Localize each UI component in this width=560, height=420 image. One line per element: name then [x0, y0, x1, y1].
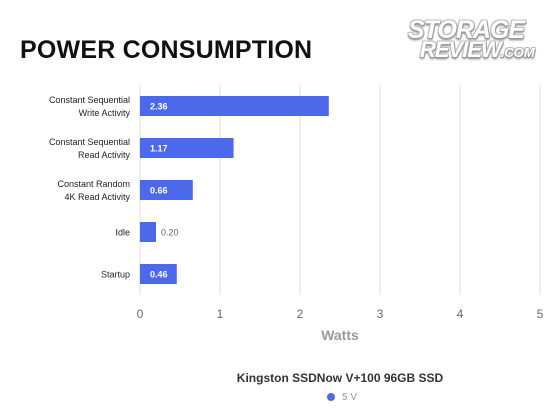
category-label: Idle [115, 228, 130, 238]
bar [140, 222, 156, 242]
legend-item[interactable]: 5 V [327, 390, 357, 404]
bar [140, 96, 329, 116]
x-tick-label: 3 [377, 307, 384, 321]
bar [140, 138, 234, 158]
logo-line-2-main: REVIEW [420, 37, 502, 62]
data-label: 1.17 [150, 144, 168, 154]
category-label: Read Activity [78, 150, 131, 160]
data-label: 2.36 [150, 102, 168, 112]
legend-title-text: Kingston SSDNow V+100 96GB SSD [236, 371, 444, 385]
bar [140, 264, 177, 284]
category-label: Constant Random [57, 179, 130, 189]
data-label: 0.66 [150, 186, 168, 196]
legend-marker [327, 393, 335, 401]
x-tick-label: 0 [137, 307, 144, 321]
x-tick-label: 2 [297, 307, 304, 321]
logo-line-2-suffix: .COM [500, 45, 535, 60]
bar [140, 180, 193, 200]
storagereview-logo: STORAGE REVIEW.COM [408, 18, 548, 70]
logo-line-1: STORAGE [408, 16, 525, 44]
data-label: 0.20 [161, 228, 179, 238]
legend-label: 5 V [342, 391, 358, 403]
category-label: 4K Read Activity [64, 192, 130, 202]
x-tick-label: 1 [217, 307, 224, 321]
data-label: 0.46 [150, 270, 168, 280]
chart-title: POWER CONSUMPTION [20, 36, 313, 64]
category-label: Constant Sequential [49, 95, 130, 105]
logo-line-2: REVIEW.COM [420, 38, 548, 65]
category-label: Write Activity [79, 108, 131, 118]
category-label: Startup [101, 270, 130, 280]
x-tick-label: 4 [457, 307, 464, 321]
bar-chart: 0 1 2 3 4 5 Watts Constant Sequential Write Acti… [49, 85, 544, 343]
category-label: Constant Sequential [49, 137, 130, 147]
x-axis-title: Watts [321, 327, 359, 343]
x-tick-label: 5 [537, 307, 544, 321]
